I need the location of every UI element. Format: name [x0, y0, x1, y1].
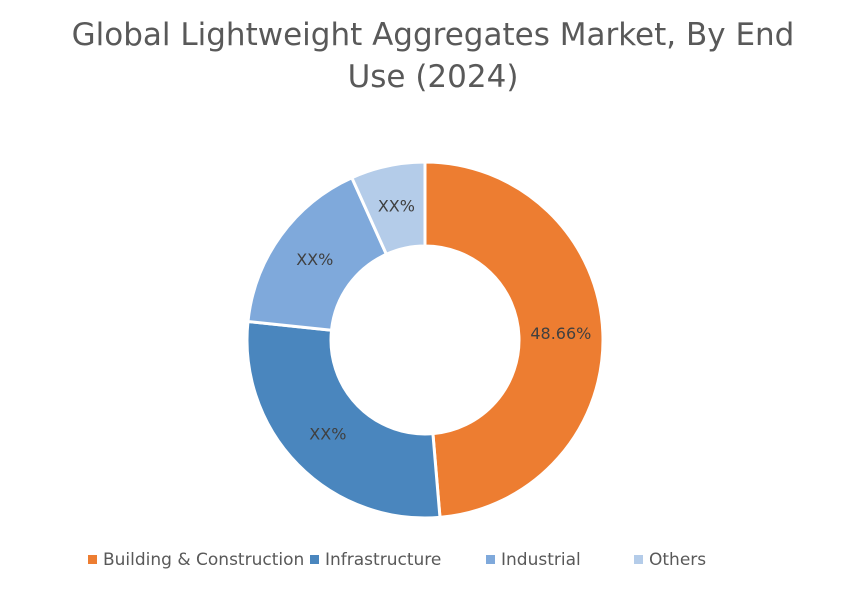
donut-slice — [349, 160, 427, 257]
data-label: XX% — [378, 197, 415, 216]
data-label: 48.66% — [530, 324, 591, 343]
data-label: XX% — [309, 425, 346, 444]
donut-slice — [423, 160, 605, 519]
chart-title: Global Lightweight Aggregates Market, By… — [71, 17, 795, 95]
donut-slice — [245, 319, 442, 520]
legend-marker — [310, 555, 319, 564]
data-label: XX% — [296, 250, 333, 269]
legend-label: Infrastructure — [325, 550, 441, 570]
legend-marker — [88, 555, 97, 564]
legend-label: Industrial — [501, 550, 581, 570]
legend-label: Building & Construction — [103, 550, 304, 570]
legend-label: Others — [649, 550, 706, 570]
legend-marker — [486, 555, 495, 564]
legend-marker — [634, 555, 643, 564]
